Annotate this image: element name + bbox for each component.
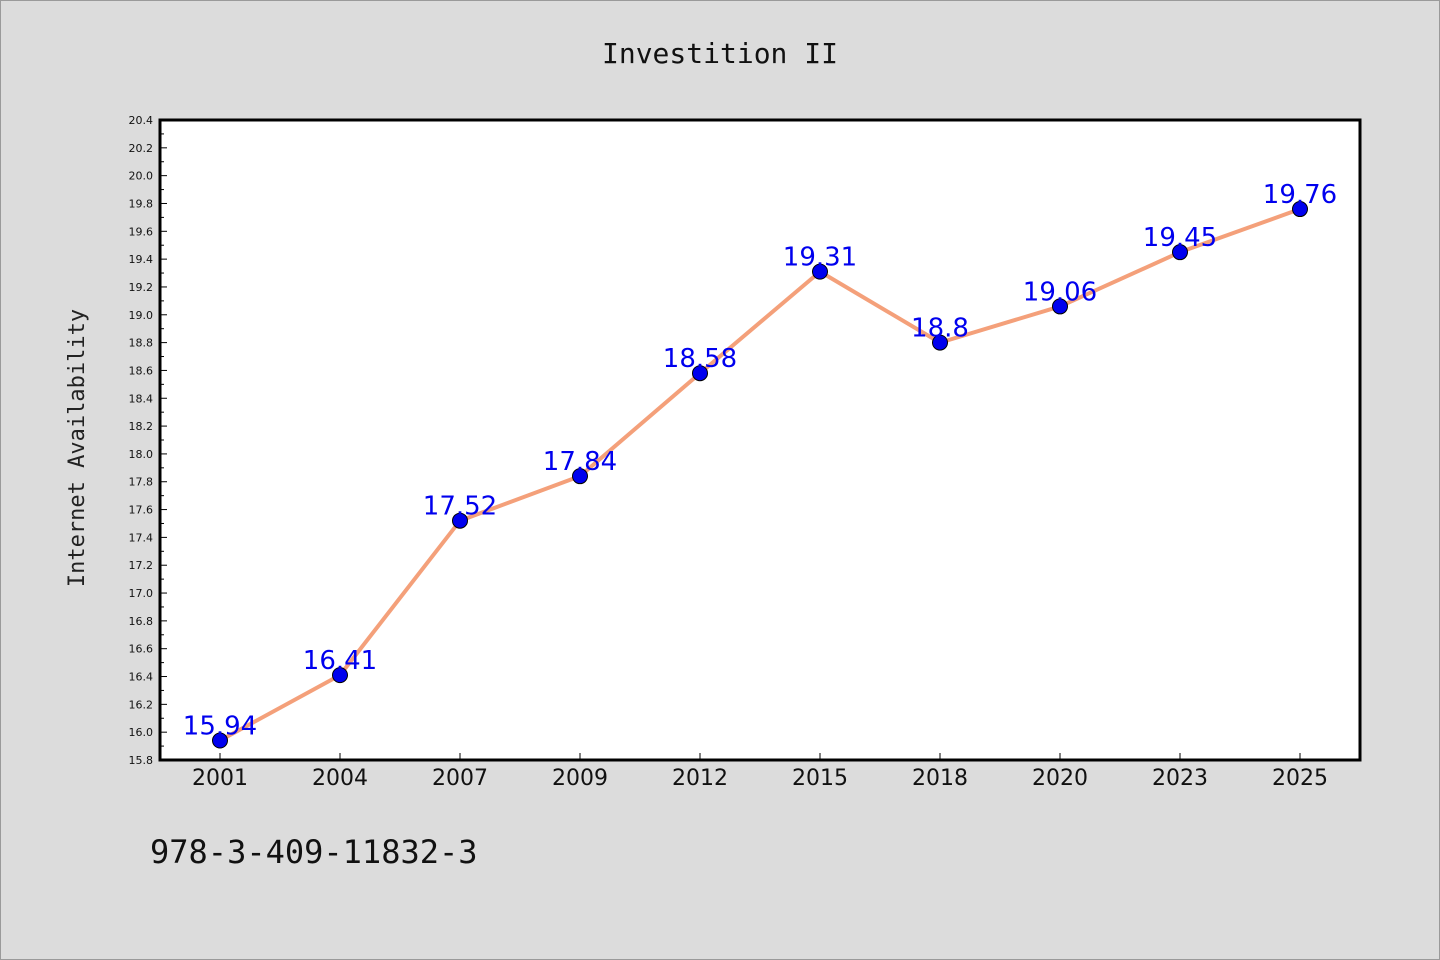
x-tick-label: 2004	[312, 766, 368, 791]
y-axis-label: Internet Availability	[65, 309, 90, 587]
data-label: 19.06	[1023, 277, 1097, 307]
data-label: 18.58	[663, 344, 737, 374]
series-line-group	[218, 207, 1302, 743]
y-tick-label: 17.4	[129, 531, 154, 544]
x-tick-label: 2015	[792, 766, 848, 791]
x-tick-label: 2020	[1032, 766, 1088, 791]
data-point	[212, 732, 228, 749]
data-point	[1172, 244, 1188, 261]
y-tick-label: 18.4	[129, 392, 154, 405]
data-point	[932, 334, 948, 351]
isbn-footer: 978-3-409-11832-3	[150, 833, 478, 871]
y-tick-label: 19.4	[129, 253, 154, 266]
data-point	[692, 365, 708, 382]
x-tick-label: 2018	[912, 766, 968, 791]
data-point	[1292, 201, 1308, 218]
y-axis: 15.8 16.0 16.2 16.4 16.6 16.8 17.0 17.2 17.4 17.6…	[129, 114, 167, 767]
y-tick-label: 20.2	[129, 142, 154, 155]
series-line	[218, 207, 1302, 743]
data-point	[572, 468, 588, 485]
y-tick-label: 17.2	[129, 559, 154, 572]
data-point	[812, 263, 828, 280]
data-label-group: 15.94 16.41 17.52 17.84 18.58 19.31 18.8 19.06 1…	[183, 180, 1337, 741]
y-tick-label: 17.0	[129, 587, 154, 600]
y-tick-label: 19.2	[129, 281, 154, 294]
y-tick-label: 20.0	[129, 170, 154, 183]
y-tick-label: 16.2	[129, 698, 154, 711]
y-tick-label: 18.2	[129, 420, 154, 433]
y-tick-label: 17.8	[129, 476, 154, 489]
plot-area	[158, 118, 1362, 762]
x-axis: 2001 2004 2007 2009 2012 2015 2018 2020 2023 2025	[192, 753, 1328, 791]
y-tick-label: 20.4	[129, 114, 154, 127]
data-label: 17.52	[423, 492, 497, 522]
data-label: 17.84	[543, 447, 617, 477]
data-label: 15.94	[183, 712, 257, 742]
x-tick-label: 2012	[672, 766, 728, 791]
data-point	[452, 512, 468, 529]
x-tick-label: 2025	[1272, 766, 1328, 791]
y-tick-label: 16.0	[129, 726, 154, 739]
y-tick-label: 16.6	[129, 643, 154, 656]
y-tick-label: 18.8	[129, 337, 154, 350]
y-tick-label: 19.8	[129, 197, 154, 210]
data-label: 19.31	[783, 243, 857, 273]
data-label: 16.41	[303, 646, 377, 676]
x-tick-label: 2023	[1152, 766, 1208, 791]
x-tick-label: 2009	[552, 766, 608, 791]
y-tick-label: 16.4	[129, 671, 154, 684]
chart-title: Investition II	[602, 37, 838, 70]
y-tick-label: 18.0	[129, 448, 154, 461]
y-tick-label: 19.6	[129, 225, 154, 238]
data-point-group	[212, 201, 1308, 749]
y-tick-label: 19.0	[129, 309, 154, 322]
data-label: 18.8	[911, 314, 969, 344]
data-point	[1052, 298, 1068, 315]
y-tick-label: 16.8	[129, 615, 154, 628]
y-tick-label: 17.6	[129, 504, 154, 517]
x-tick-label: 2001	[192, 766, 248, 791]
data-label: 19.45	[1143, 223, 1217, 253]
y-tick-label: 15.8	[129, 754, 154, 767]
y-tick-label: 18.6	[129, 364, 154, 377]
data-point	[332, 667, 348, 684]
x-tick-label: 2007	[432, 766, 488, 791]
data-label: 19.76	[1263, 180, 1337, 210]
